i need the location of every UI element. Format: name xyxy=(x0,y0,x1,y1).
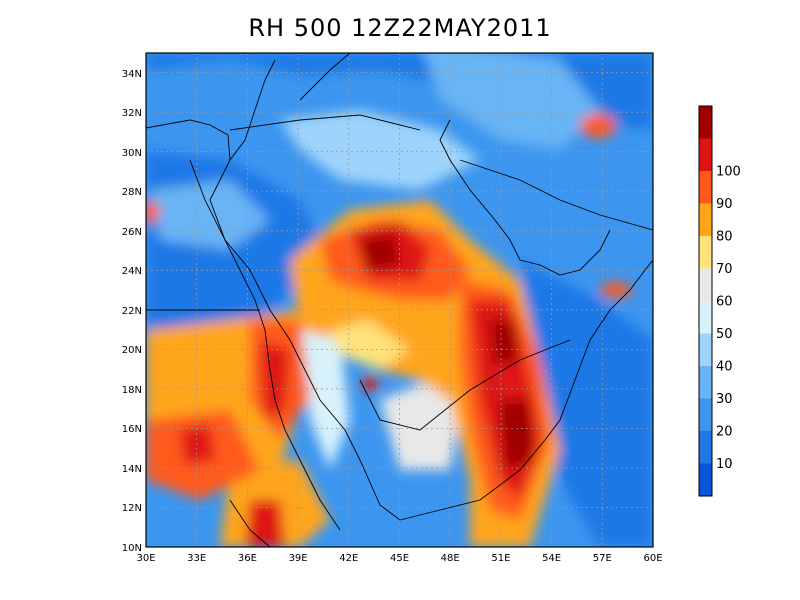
x-tick-30E: 30E xyxy=(136,553,155,564)
x-tick-51E: 51E xyxy=(491,553,510,564)
x-tick-54E: 54E xyxy=(542,553,561,564)
colorbar-swatch xyxy=(699,333,712,366)
x-tick-60E: 60E xyxy=(643,553,662,564)
colorbar-swatch xyxy=(699,236,712,269)
colorbar-swatch xyxy=(699,301,712,334)
colorbar-label: 90 xyxy=(716,197,733,212)
colorbar-label: 80 xyxy=(716,230,733,245)
colorbar: 10 20 30 40 50 60 70 80 90 100 xyxy=(698,105,741,497)
colorbar-label: 60 xyxy=(716,295,733,310)
y-tick-28N: 28N xyxy=(122,187,142,198)
colorbar-swatch xyxy=(699,366,712,399)
y-tick-32N: 32N xyxy=(122,108,142,119)
y-tick-26N: 26N xyxy=(122,227,142,238)
colorbar-label: 100 xyxy=(716,165,741,180)
y-axis-ticks: 10N 12N 14N 16N 18N 20N 22N 24N 26N 28N … xyxy=(122,69,142,554)
colorbar-swatch xyxy=(699,106,712,139)
y-tick-22N: 22N xyxy=(122,306,142,317)
x-tick-48E: 48E xyxy=(441,553,460,564)
colorbar-swatch xyxy=(699,268,712,301)
y-tick-16N: 16N xyxy=(122,424,142,435)
coastlines xyxy=(146,53,653,547)
x-tick-39E: 39E xyxy=(289,553,308,564)
y-tick-18N: 18N xyxy=(122,385,142,396)
rh-field xyxy=(146,53,653,547)
colorbar-label: 40 xyxy=(716,360,733,375)
x-tick-33E: 33E xyxy=(187,553,206,564)
map-frame xyxy=(145,52,654,548)
x-tick-42E: 42E xyxy=(339,553,358,564)
y-tick-24N: 24N xyxy=(122,266,142,277)
colorbar-swatch xyxy=(699,171,712,204)
y-tick-12N: 12N xyxy=(122,503,142,514)
colorbar-label: 10 xyxy=(716,457,733,472)
x-tick-36E: 36E xyxy=(238,553,257,564)
grid-lines xyxy=(146,53,653,547)
y-tick-10N: 10N xyxy=(122,543,142,554)
x-tick-45E: 45E xyxy=(390,553,409,564)
x-axis-ticks: 30E 33E 36E 39E 42E 45E 48E 51E 54E 57E … xyxy=(136,553,662,564)
colorbar-label: 20 xyxy=(716,425,733,440)
colorbar-label: 70 xyxy=(716,262,733,277)
colorbar-frame xyxy=(698,105,713,497)
colorbar-label: 30 xyxy=(716,392,733,407)
y-tick-30N: 30N xyxy=(122,148,142,159)
y-tick-14N: 14N xyxy=(122,464,142,475)
colorbar-swatch xyxy=(699,138,712,171)
y-tick-34N: 34N xyxy=(122,69,142,80)
colorbar-swatch xyxy=(699,463,712,496)
colorbar-swatch xyxy=(699,431,712,464)
y-tick-20N: 20N xyxy=(122,345,142,356)
colorbar-swatch xyxy=(699,398,712,431)
colorbar-label: 50 xyxy=(716,327,733,342)
x-tick-57E: 57E xyxy=(593,553,612,564)
colorbar-swatch xyxy=(699,203,712,236)
map-title: RH 500 12Z22MAY2011 xyxy=(248,14,552,42)
